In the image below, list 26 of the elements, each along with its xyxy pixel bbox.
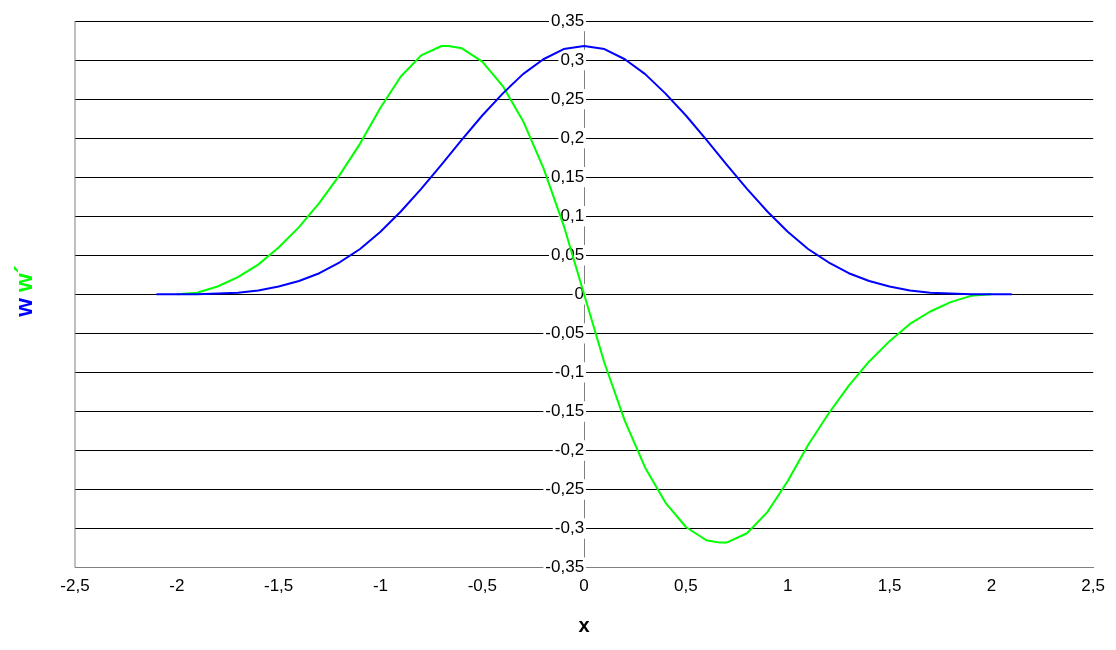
y-tick-label: -0,25: [545, 479, 585, 499]
x-tick-label: -1,5: [263, 576, 294, 596]
y-tick-label: 0,1: [560, 205, 585, 225]
y-tick-label: -0,05: [545, 323, 585, 343]
x-tick-label: -2: [169, 576, 185, 596]
y-tick-label: -0,35: [545, 557, 585, 577]
x-tick-label: -1: [372, 576, 389, 596]
text: w´: [10, 265, 37, 292]
y-tick-label: 0,25: [551, 88, 585, 108]
y-tick-label: -0,15: [545, 401, 585, 421]
y-tick-label: -0,2: [554, 440, 585, 460]
y-tick-label: 0,35: [551, 10, 585, 30]
x-tick-label: 0,5: [674, 576, 698, 596]
y-tick-label: 0,15: [551, 166, 585, 186]
x-axis-title: x: [578, 613, 590, 636]
x-tick-label: -2,5: [60, 576, 90, 596]
y-tick-label: 0,2: [560, 127, 585, 147]
y-tick-label: -0,3: [554, 518, 585, 538]
x-tick-label: 2,5: [1081, 576, 1105, 596]
y-tick-label: 0,3: [560, 49, 585, 69]
x-tick-label: 1,5: [877, 576, 902, 596]
x-tick-label: 1: [782, 576, 793, 596]
x-tick-label: 2: [986, 576, 997, 596]
y-tick-label: -0,1: [554, 362, 585, 382]
text: w: [10, 298, 37, 317]
x-tick-label: -0,5: [467, 576, 497, 596]
